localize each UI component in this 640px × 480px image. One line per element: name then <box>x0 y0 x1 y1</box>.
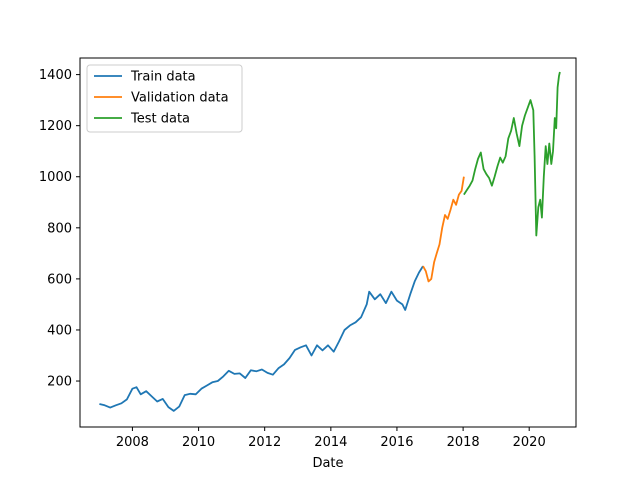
y-tick-label: 1400 <box>39 68 72 83</box>
x-tick-label: 2018 <box>447 435 480 450</box>
legend: Train data Validation data Test data <box>86 64 243 133</box>
y-tick-label: 1200 <box>39 119 72 134</box>
y-tick-label: 200 <box>47 375 72 390</box>
y-axis: 200 400 600 800 1000 1200 1400 <box>39 68 80 390</box>
x-tick-label: 2014 <box>314 435 347 450</box>
legend-label: Validation data <box>131 91 229 106</box>
y-tick-label: 600 <box>47 272 72 287</box>
x-tick-label: 2016 <box>380 435 413 450</box>
plot-frame <box>79 57 577 428</box>
y-tick-label: 400 <box>47 323 72 338</box>
x-axis-label: Date <box>312 456 343 471</box>
x-tick-label: 2008 <box>116 435 149 450</box>
legend-box <box>86 64 243 133</box>
x-tick-label: 2012 <box>248 435 281 450</box>
x-tick-label: 2020 <box>513 435 546 450</box>
series-layer <box>99 71 561 412</box>
x-axis: 2008 2010 2012 2014 2016 2018 2020 <box>116 427 546 450</box>
series-line-validation-data <box>422 176 465 283</box>
series-line-train-data <box>99 265 424 412</box>
y-tick-label: 1000 <box>39 170 72 185</box>
legend-label: Test data <box>130 112 190 127</box>
legend-label: Train data <box>130 70 196 85</box>
x-tick-label: 2010 <box>182 435 215 450</box>
y-tick-label: 800 <box>47 221 72 236</box>
series-line-test-data <box>463 71 561 237</box>
